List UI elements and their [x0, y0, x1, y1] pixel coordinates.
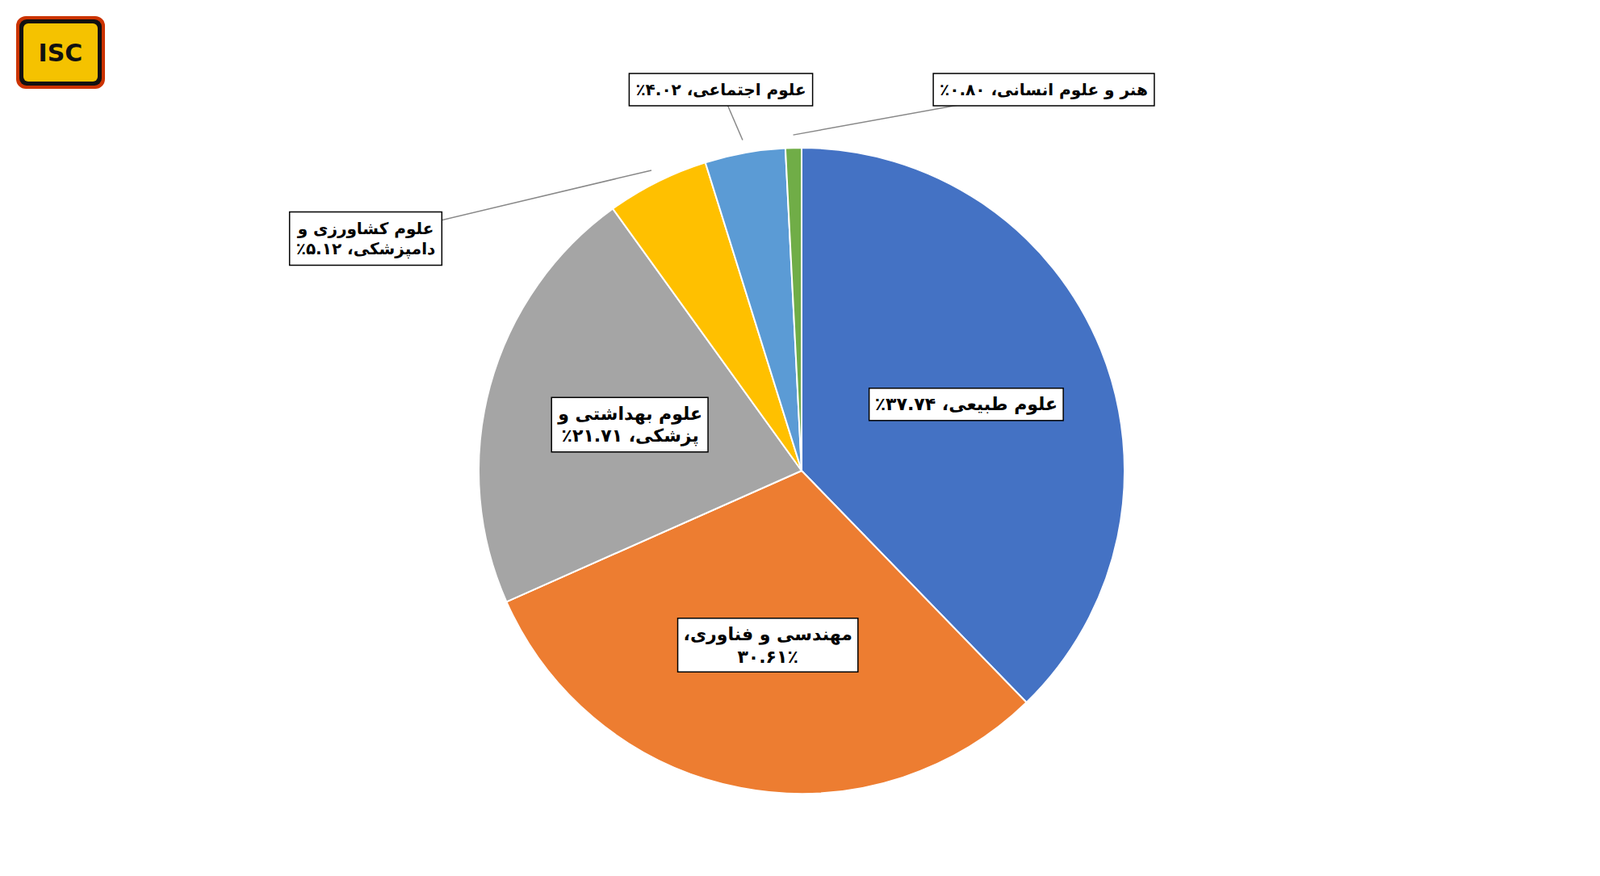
- html-text:ISC: ISC: [38, 38, 83, 67]
- svg-text:علوم کشاورزی ودامپزشکی، ۵.۱۲٪: علوم کشاورزی ودامپزشکی، ۵.۱۲٪: [296, 218, 436, 260]
- svg-text:هنر و علوم انسانی، ۰.۸۰٪: هنر و علوم انسانی، ۰.۸۰٪: [939, 79, 1148, 100]
- svg-text:علوم اجتماعی، ۴.۰۲٪: علوم اجتماعی، ۴.۰۲٪: [635, 79, 806, 100]
- svg-text:علوم طبیعی، ۳۷.۷۴٪: علوم طبیعی، ۳۷.۷۴٪: [875, 393, 1058, 415]
- svg-text:مهندسی و فناوری،۳۰.۶۱٪: مهندسی و فناوری،۳۰.۶۱٪: [683, 624, 853, 667]
- svg-text:علوم بهداشتی وپزشکی، ۲۱.۷۱٪: علوم بهداشتی وپزشکی، ۲۱.۷۱٪: [557, 402, 703, 447]
